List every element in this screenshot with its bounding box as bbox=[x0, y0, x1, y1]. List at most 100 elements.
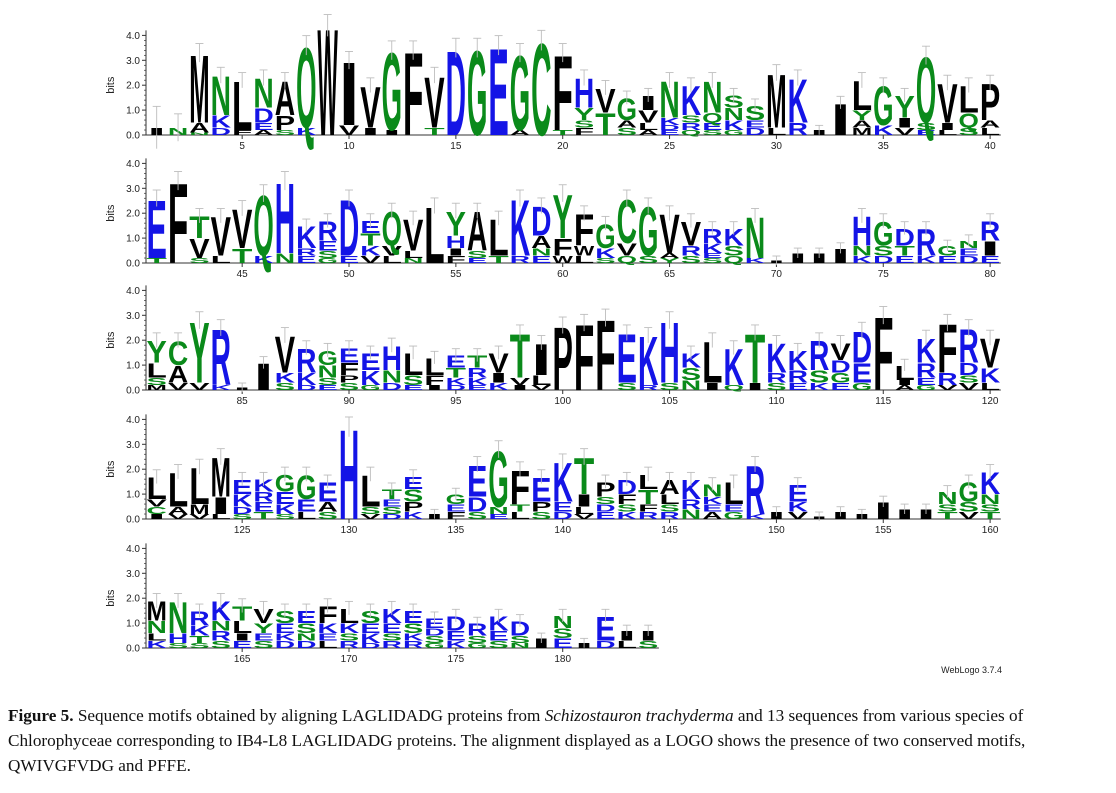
residue-R: R bbox=[766, 370, 786, 386]
logo-column-148: GEL bbox=[723, 474, 744, 521]
residue-I: I bbox=[894, 379, 914, 387]
logo-column-52: LVQ bbox=[382, 202, 403, 265]
residue-N: N bbox=[745, 205, 765, 271]
residue-D: D bbox=[446, 384, 466, 392]
residue-S: S bbox=[638, 254, 658, 266]
residue-R: R bbox=[745, 453, 765, 530]
residue-G: G bbox=[852, 381, 872, 393]
residue-L: L bbox=[617, 639, 637, 651]
residue-S: S bbox=[382, 631, 402, 643]
residue-K: K bbox=[681, 350, 702, 373]
residue-K: K bbox=[617, 510, 638, 522]
residue-I: I bbox=[531, 635, 551, 651]
logo-column-159: VSG bbox=[959, 474, 980, 521]
logo-column-109: IT bbox=[745, 321, 765, 398]
residue-S: S bbox=[723, 92, 743, 112]
residue-E: E bbox=[253, 631, 273, 643]
logo-row-3: 0.0 1.0 2.0 3.0 4.0 bits 85 90 95 100 105 110 115 120… bbox=[105, 285, 1001, 413]
residue-A: A bbox=[510, 129, 530, 137]
y-tick-label: 1.0 bbox=[126, 619, 140, 630]
residue-A: A bbox=[168, 505, 189, 517]
residue-S: S bbox=[574, 118, 594, 130]
y-tick-label: 0.0 bbox=[126, 386, 140, 397]
caption-species: Schizostauron trachyderma bbox=[544, 706, 734, 725]
residue-S: S bbox=[403, 620, 423, 636]
residue-W: W bbox=[317, 0, 337, 168]
residue-S: S bbox=[617, 381, 637, 393]
logo-column-94: IFL bbox=[424, 350, 445, 392]
x-tick-label: 110 bbox=[768, 396, 784, 407]
residue-D: D bbox=[382, 381, 402, 393]
logo-row-4: 0.0 1.0 2.0 3.0 4.0 bits 125 130 135 140 145 150 155… bbox=[105, 403, 1001, 546]
logo-column-80: EIR bbox=[980, 213, 1000, 265]
residue-N: N bbox=[531, 246, 551, 258]
residue-K: K bbox=[788, 346, 809, 377]
residue-P: P bbox=[553, 311, 573, 411]
logo-column-23: SAG bbox=[617, 90, 637, 137]
residue-G: G bbox=[317, 257, 337, 265]
residue-F: F bbox=[424, 372, 445, 388]
logo-column-102: F bbox=[595, 299, 615, 412]
weblogo-credit: WebLogo 3.7.4 bbox=[941, 665, 1002, 675]
residue-L: L bbox=[659, 491, 680, 507]
residue-G: G bbox=[360, 384, 380, 392]
residue-E: E bbox=[852, 358, 872, 389]
residue-S: S bbox=[916, 121, 936, 133]
residue-L: L bbox=[638, 121, 658, 133]
logo-column-103: SE bbox=[617, 321, 637, 398]
residue-E: E bbox=[959, 246, 979, 258]
residue-K: K bbox=[253, 254, 274, 266]
residue-T: T bbox=[446, 365, 467, 381]
logo-column-35: KG bbox=[873, 76, 894, 138]
residue-E: E bbox=[531, 254, 551, 266]
logo-column-74: KNH bbox=[852, 208, 872, 265]
x-tick-label: 135 bbox=[448, 525, 465, 536]
y-tick-label: 1.0 bbox=[126, 361, 140, 372]
logo-column-37: ESQ bbox=[916, 37, 936, 142]
logo-column-10: VI bbox=[339, 46, 360, 146]
logo-column-53: NLV bbox=[403, 210, 423, 265]
residue-E: E bbox=[488, 628, 508, 644]
residue-V: V bbox=[147, 497, 168, 509]
residue-E: E bbox=[595, 510, 615, 522]
residue-V: V bbox=[253, 605, 274, 628]
residue-G: G bbox=[467, 642, 487, 650]
residue-E: E bbox=[339, 345, 359, 368]
residue-N: N bbox=[275, 250, 295, 266]
logo-column-182: DE bbox=[595, 608, 616, 650]
residue-L: L bbox=[702, 329, 722, 395]
logo-column-105: SH bbox=[659, 305, 679, 402]
logo-column-42: F bbox=[168, 160, 188, 287]
x-tick-label: 125 bbox=[234, 525, 251, 536]
residue-S: S bbox=[702, 129, 722, 137]
residue-N: N bbox=[980, 491, 1000, 507]
residue-S: S bbox=[873, 243, 893, 259]
residue-E: E bbox=[702, 252, 722, 260]
residue-D: D bbox=[659, 124, 679, 132]
logo-column-131: VSL bbox=[360, 466, 381, 521]
residue-T: T bbox=[189, 211, 210, 245]
residue-D: D bbox=[595, 502, 615, 514]
logo-column-43: SVT bbox=[189, 208, 210, 265]
logo-column-123: VML bbox=[189, 457, 209, 520]
logo-column-76: ETD bbox=[894, 221, 915, 265]
residue-E: E bbox=[488, 513, 508, 521]
residue-T: T bbox=[510, 322, 531, 391]
residue-T: T bbox=[510, 502, 531, 514]
x-tick-label: 10 bbox=[343, 141, 355, 152]
residue-E: E bbox=[253, 121, 273, 133]
logo-column-58: RK bbox=[510, 184, 531, 273]
residue-K: K bbox=[211, 384, 232, 392]
residue-V: V bbox=[424, 62, 444, 143]
x-tick-label: 105 bbox=[661, 396, 678, 407]
residue-K: K bbox=[980, 467, 1001, 501]
residue-S: S bbox=[467, 510, 487, 522]
